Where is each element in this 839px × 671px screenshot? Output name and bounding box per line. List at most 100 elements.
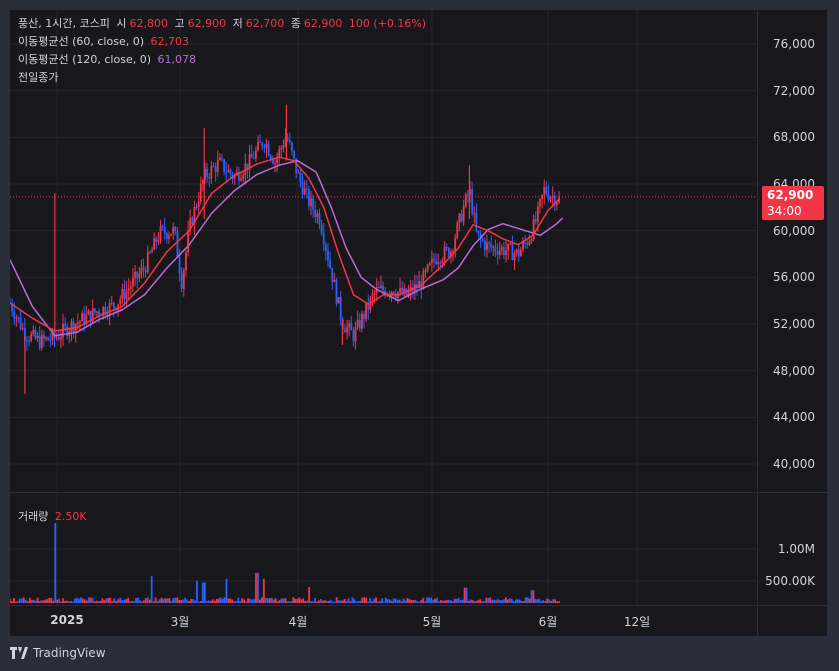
volume-bar bbox=[414, 599, 417, 603]
volume-chart-svg[interactable] bbox=[10, 493, 757, 605]
candle-body bbox=[407, 291, 410, 296]
volume-bar bbox=[62, 598, 65, 603]
candle-body bbox=[238, 171, 240, 181]
candle-body bbox=[352, 330, 355, 342]
volume-bar bbox=[64, 600, 67, 603]
volume-bar bbox=[11, 601, 13, 603]
volume-bar bbox=[142, 600, 145, 603]
volume-pane[interactable]: 거래량 2.50K bbox=[10, 493, 757, 605]
volume-bar bbox=[253, 599, 255, 603]
candle-body bbox=[439, 262, 442, 264]
candle-body bbox=[367, 303, 370, 310]
ma120-legend[interactable]: 이동평균선 (120, close, 0) 61,078 bbox=[18, 52, 199, 68]
candle-body bbox=[165, 233, 168, 239]
volume-bar bbox=[465, 587, 468, 603]
volume-bar bbox=[54, 523, 57, 603]
low-label: 저 bbox=[232, 17, 243, 30]
candle-body bbox=[496, 251, 499, 256]
price-chart-svg[interactable] bbox=[10, 10, 757, 492]
candle-body bbox=[125, 290, 128, 300]
candle-body bbox=[511, 243, 514, 261]
candle-body bbox=[146, 252, 149, 273]
time-axis[interactable]: 2025 3월 4월 5월 6월 12일 bbox=[10, 605, 757, 636]
volume-bar bbox=[363, 597, 366, 603]
candle-body bbox=[331, 267, 334, 283]
brand-name: TradingView bbox=[33, 646, 106, 660]
volume-bar bbox=[325, 600, 328, 603]
candle-body bbox=[129, 286, 132, 289]
volume-bar bbox=[66, 600, 68, 603]
candle-body bbox=[159, 226, 162, 240]
volume-bar bbox=[355, 601, 358, 603]
volume-bar bbox=[453, 598, 456, 603]
candle-body bbox=[23, 327, 26, 341]
volume-bar bbox=[99, 600, 102, 603]
volume-bar bbox=[243, 599, 246, 603]
volume-bar bbox=[270, 597, 273, 603]
volume-bar bbox=[495, 600, 497, 603]
candle-body bbox=[47, 337, 50, 341]
candle-body bbox=[418, 281, 421, 289]
volume-bar bbox=[499, 600, 501, 603]
ma60-legend[interactable]: 이동평균선 (60, close, 0) 62,703 bbox=[18, 34, 192, 50]
candle-body bbox=[83, 313, 86, 325]
close-value: 62,900 bbox=[303, 17, 343, 30]
candle-body bbox=[81, 313, 83, 322]
candle-body bbox=[363, 314, 365, 319]
volume-bar bbox=[310, 601, 312, 603]
volume-bar bbox=[361, 597, 364, 603]
candle-body bbox=[291, 142, 293, 151]
volume-bar bbox=[503, 599, 505, 603]
candle-body bbox=[261, 142, 264, 147]
volume-bar bbox=[182, 599, 185, 603]
volume-bar bbox=[371, 601, 373, 603]
candle-body bbox=[11, 303, 14, 312]
volume-bar bbox=[105, 598, 108, 603]
volume-bar bbox=[308, 587, 311, 603]
time-axis-label: 5월 bbox=[422, 615, 442, 629]
volume-bar bbox=[276, 601, 279, 603]
volume-bar bbox=[367, 601, 370, 603]
candle-body bbox=[443, 246, 446, 261]
volume-bar bbox=[505, 597, 507, 603]
volume-bar bbox=[257, 572, 259, 603]
volume-bar bbox=[341, 600, 344, 603]
price-axis-label: 76,000 bbox=[773, 37, 815, 51]
volume-bar bbox=[91, 597, 94, 603]
volume-bar bbox=[282, 598, 285, 603]
volume-bar bbox=[209, 600, 212, 603]
chart-frame[interactable]: 풍산, 1시간, 코스피 시 62,800 고 62,900 저 62,700 종 62… bbox=[10, 10, 827, 636]
candle-body bbox=[373, 293, 376, 295]
volume-bar bbox=[550, 601, 553, 603]
candle-body bbox=[365, 303, 368, 319]
volume-legend[interactable]: 거래량 2.50K bbox=[18, 509, 90, 525]
candle-body bbox=[286, 137, 289, 140]
volume-bar bbox=[493, 599, 496, 603]
candle-body bbox=[182, 270, 185, 289]
candle-body bbox=[354, 327, 357, 342]
candle-body bbox=[13, 311, 16, 319]
candle-body bbox=[295, 157, 298, 174]
price-pane[interactable]: 풍산, 1시간, 코스피 시 62,800 고 62,900 저 62,700 종 62… bbox=[10, 10, 757, 492]
price-axis[interactable]: 76,000 72,000 68,000 64,000 60,000 56,000 52,0… bbox=[757, 10, 827, 605]
candle-body bbox=[390, 291, 393, 295]
candle-body bbox=[380, 285, 382, 288]
prev-close-legend[interactable]: 전일종가 bbox=[18, 70, 61, 86]
price-axis-label: 52,000 bbox=[773, 317, 815, 331]
candle-body bbox=[223, 159, 226, 172]
volume-bar bbox=[424, 601, 427, 603]
volume-bar bbox=[477, 600, 480, 603]
candle-body bbox=[32, 329, 35, 334]
pane-separator[interactable] bbox=[10, 492, 827, 493]
candle-body bbox=[121, 288, 124, 300]
volume-bar bbox=[327, 601, 330, 603]
prev-close-label: 전일종가 bbox=[18, 71, 59, 84]
volume-bar bbox=[288, 601, 291, 603]
symbol-title[interactable]: 풍산, 1시간, 코스피 bbox=[18, 17, 110, 30]
volume-bar bbox=[123, 599, 126, 603]
candle-body bbox=[233, 175, 236, 179]
candle-body bbox=[314, 209, 317, 217]
tradingview-logo[interactable]: TradingView bbox=[10, 646, 106, 660]
candle-body bbox=[445, 246, 448, 249]
candle-body bbox=[471, 189, 474, 214]
